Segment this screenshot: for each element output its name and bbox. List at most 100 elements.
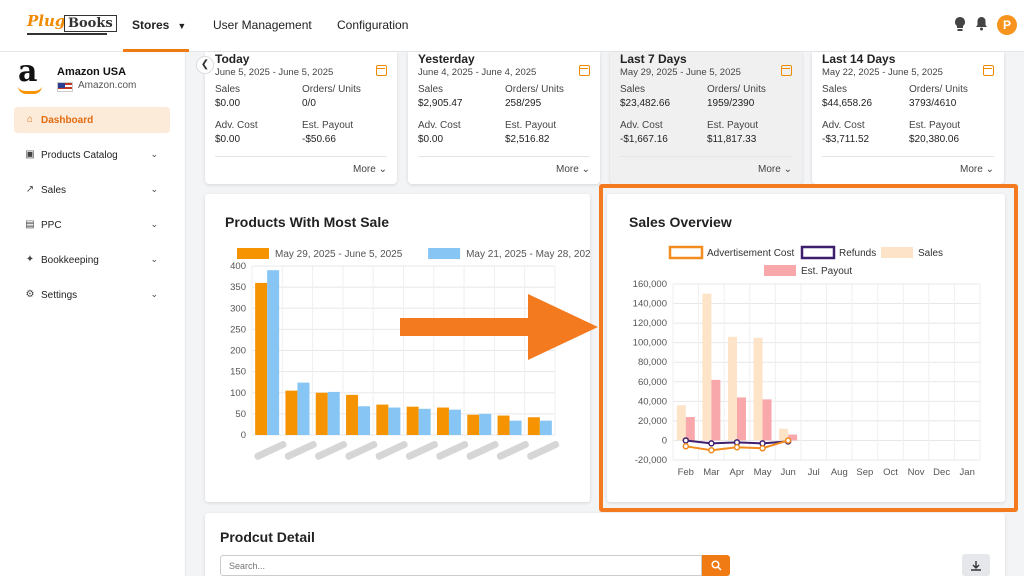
plugbooks-logo[interactable]: Plug Books bbox=[27, 12, 117, 36]
sidebar-item-label: Dashboard bbox=[41, 115, 94, 126]
sales-overview-chart: -20,000 0 20,000 40,000 60,000 80,000 100,000 1… bbox=[633, 245, 981, 478]
orders-value: 3793/4610 bbox=[909, 98, 957, 109]
y-tick-label: 120,000 bbox=[633, 318, 667, 329]
logo-books-text: Books bbox=[64, 15, 117, 32]
nav-configuration[interactable]: Configuration bbox=[337, 18, 409, 32]
y-tick-label: 100,000 bbox=[633, 338, 667, 349]
calendar-icon[interactable] bbox=[781, 65, 792, 76]
est-payout-label: Est. Payout bbox=[302, 120, 354, 131]
line-point bbox=[733, 444, 741, 451]
y-tick-label: 300 bbox=[230, 303, 246, 314]
orders-label: Orders/ Units bbox=[909, 84, 968, 95]
panel-title: Sales Overview bbox=[629, 214, 732, 230]
products-bar-chart: 0 50 100 150 200 250 300 350 400 May 29, 2025 - J… bbox=[230, 248, 590, 460]
y-tick-label: 150 bbox=[230, 367, 246, 378]
nav-active-indicator bbox=[123, 49, 189, 52]
bar bbox=[779, 428, 789, 441]
chevron-down-icon: ⌄ bbox=[150, 219, 158, 229]
x-tick-label: Oct bbox=[883, 467, 898, 478]
bar bbox=[297, 382, 310, 435]
card-date-range: May 29, 2025 - June 5, 2025 bbox=[620, 67, 741, 78]
sales-value: $0.00 bbox=[215, 98, 241, 109]
line-point bbox=[708, 446, 715, 454]
more-button[interactable]: More ⌄ bbox=[758, 164, 792, 175]
chevron-down-icon: ⌄ bbox=[150, 254, 158, 264]
catalog-icon: ▣ bbox=[25, 149, 35, 160]
bar bbox=[702, 293, 712, 441]
legend-label: May 29, 2025 - June 5, 2025 bbox=[275, 249, 403, 260]
y-tick-label: 400 bbox=[230, 261, 246, 272]
orders-value: 258/295 bbox=[505, 98, 542, 109]
bar bbox=[327, 391, 340, 435]
sidebar-item-label: Products Catalog bbox=[41, 150, 118, 161]
line-point bbox=[708, 440, 715, 447]
card-date-range: June 5, 2025 - June 5, 2025 bbox=[215, 67, 334, 78]
more-label: More bbox=[556, 164, 579, 175]
bar bbox=[762, 399, 772, 441]
more-button[interactable]: More ⌄ bbox=[353, 164, 387, 175]
card-title: Yesterday bbox=[418, 52, 475, 66]
bar bbox=[346, 394, 359, 435]
legend-swatch bbox=[764, 265, 796, 276]
arrow-annotation bbox=[400, 294, 598, 360]
bar bbox=[467, 414, 480, 435]
search-input[interactable] bbox=[220, 555, 702, 576]
calendar-icon[interactable] bbox=[579, 65, 590, 76]
bar bbox=[711, 379, 721, 441]
sidebar-item-ppc[interactable]: ▤ PPC ⌄ bbox=[14, 212, 170, 238]
divider bbox=[822, 156, 994, 157]
y-tick-label: 40,000 bbox=[638, 396, 667, 407]
bar bbox=[736, 397, 746, 441]
y-tick-label: 100 bbox=[230, 388, 246, 399]
legend-label: Advertisement Cost bbox=[707, 248, 794, 259]
y-tick-label: 20,000 bbox=[638, 416, 667, 427]
sidebar-item-bookkeeping[interactable]: ✦ Bookkeeping ⌄ bbox=[14, 247, 170, 273]
sidebar-item-products-catalog[interactable]: ▣ Products Catalog ⌄ bbox=[14, 142, 170, 168]
avatar[interactable]: P bbox=[997, 15, 1017, 35]
sidebar-item-sales[interactable]: ↗ Sales ⌄ bbox=[14, 177, 170, 203]
nav-user-management[interactable]: User Management bbox=[213, 18, 312, 32]
bar bbox=[418, 408, 431, 435]
sidebar-item-label: Bookkeeping bbox=[41, 255, 99, 266]
lightbulb-icon[interactable] bbox=[953, 16, 967, 32]
stat-card: Yesterday June 4, 2025 - June 4, 2025 Sale… bbox=[408, 52, 600, 184]
more-button[interactable]: More ⌄ bbox=[556, 164, 590, 175]
store-domain: Amazon.com bbox=[78, 80, 137, 91]
x-tick-label: Dec bbox=[933, 467, 950, 478]
search-button[interactable] bbox=[702, 555, 730, 576]
card-icon: ▤ bbox=[25, 219, 35, 230]
chevron-down-icon: ⌄ bbox=[783, 164, 792, 175]
calendar-icon[interactable] bbox=[983, 65, 994, 76]
est-payout-label: Est. Payout bbox=[909, 120, 961, 131]
download-button[interactable] bbox=[962, 554, 990, 576]
orders-label: Orders/ Units bbox=[707, 84, 766, 95]
store-name[interactable]: Amazon USA bbox=[57, 66, 127, 78]
sidebar-item-dashboard[interactable]: ⌂ Dashboard bbox=[14, 107, 170, 133]
logo-plug-text: Plug bbox=[27, 12, 66, 30]
more-button[interactable]: More ⌄ bbox=[960, 164, 994, 175]
bar bbox=[436, 407, 449, 435]
orders-value: 0/0 bbox=[302, 98, 316, 109]
stat-card: Today June 5, 2025 - June 5, 2025 Sales $0.… bbox=[205, 52, 397, 184]
legend-label: Est. Payout bbox=[801, 266, 852, 277]
est-payout-label: Est. Payout bbox=[707, 120, 759, 131]
x-tick-label: Jan bbox=[960, 467, 975, 478]
collapse-sidebar-button[interactable]: ❮ bbox=[196, 56, 214, 74]
y-tick-label: 50 bbox=[235, 409, 246, 420]
blurred-x-label bbox=[496, 440, 529, 460]
bell-icon[interactable] bbox=[974, 16, 988, 32]
calendar-icon[interactable] bbox=[376, 65, 387, 76]
x-tick-label: Apr bbox=[730, 467, 745, 478]
bar bbox=[267, 270, 280, 435]
bar bbox=[497, 415, 510, 435]
bar bbox=[727, 336, 737, 441]
stat-card: Last 7 Days May 29, 2025 - June 5, 2025 Sa… bbox=[610, 52, 802, 184]
us-flag-icon bbox=[57, 82, 73, 92]
blurred-x-label bbox=[405, 440, 438, 460]
home-icon: ⌂ bbox=[26, 114, 34, 125]
nav-stores[interactable]: Stores ▼ bbox=[132, 18, 186, 32]
sidebar-item-settings[interactable]: ⚙ Settings ⌄ bbox=[14, 282, 170, 308]
bar bbox=[388, 407, 401, 435]
bar bbox=[255, 282, 268, 435]
blurred-x-label bbox=[315, 440, 348, 460]
